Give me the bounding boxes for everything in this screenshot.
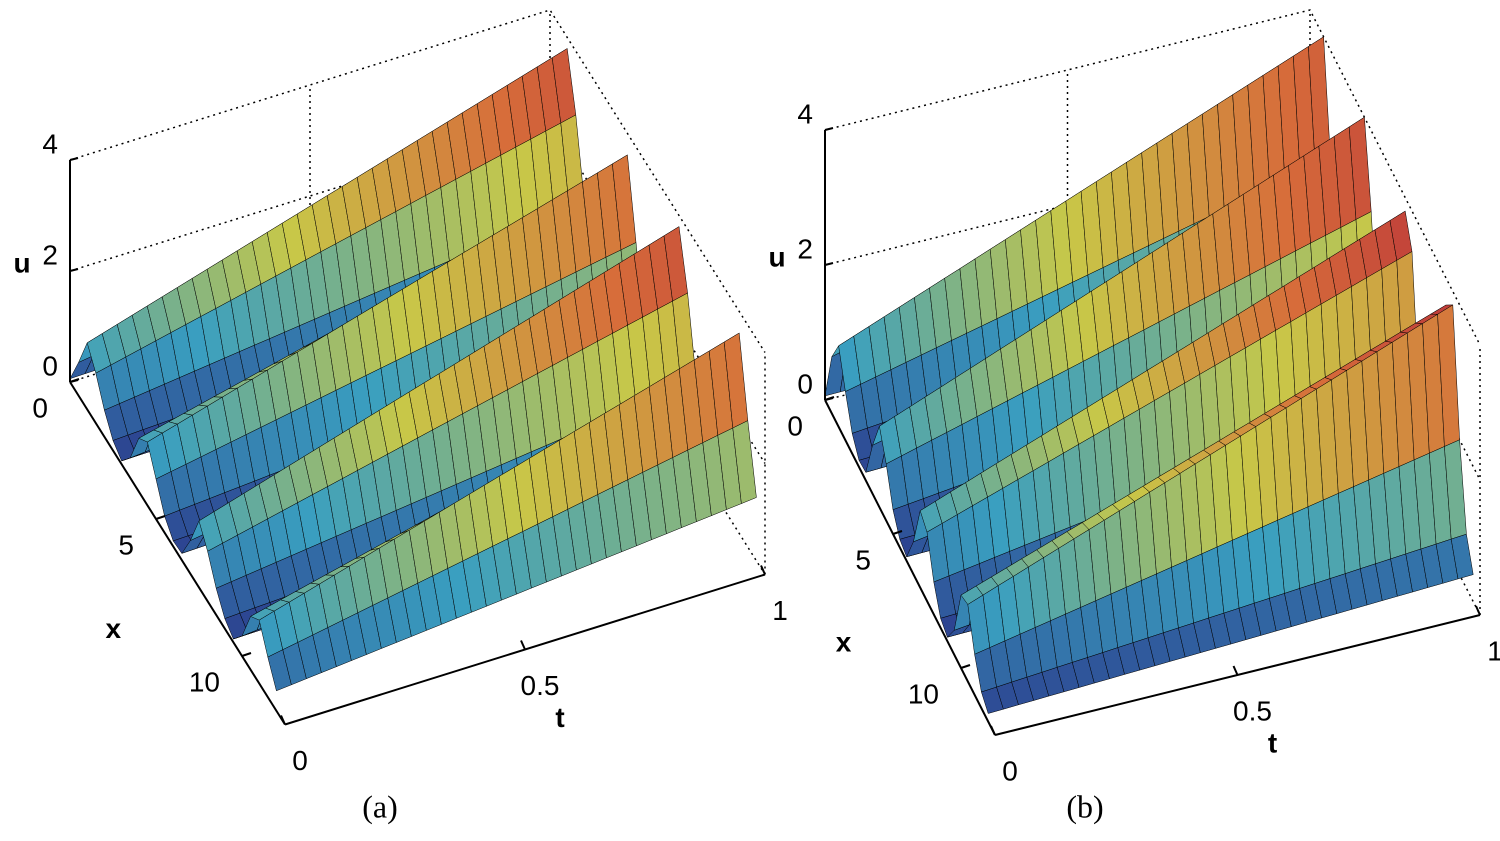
t-tick xyxy=(520,640,526,650)
grid-line xyxy=(824,9,1481,346)
x-tick-label: 0 xyxy=(32,392,48,423)
t-tick-label: 1 xyxy=(772,595,788,626)
x-axis xyxy=(824,399,996,736)
x-axis-label: x xyxy=(105,613,121,644)
x-tick xyxy=(69,378,80,383)
t-tick-label: 0.5 xyxy=(521,670,560,701)
surface-cell xyxy=(1450,533,1474,580)
t-tick xyxy=(990,725,996,736)
panel-caption: (b) xyxy=(1066,788,1103,824)
x-tick xyxy=(960,664,971,669)
surface-cell xyxy=(732,420,757,504)
z-tick xyxy=(824,127,834,131)
x-tick-label: 5 xyxy=(855,544,871,575)
x-axis xyxy=(69,381,286,726)
z-tick-label: 0 xyxy=(797,368,813,399)
t-tick-label: 0.5 xyxy=(1233,695,1272,726)
z-tick xyxy=(69,157,79,161)
z-axis-label: u xyxy=(768,241,785,272)
z-tick-label: 4 xyxy=(42,128,58,159)
x-tick-label: 0 xyxy=(787,410,803,441)
x-axis-label: x xyxy=(836,627,852,658)
x-tick xyxy=(892,530,903,535)
z-tick-label: 2 xyxy=(42,239,58,270)
z-tick-label: 2 xyxy=(797,233,813,264)
t-tick-label: 0 xyxy=(292,745,308,776)
z-tick-label: 0 xyxy=(42,350,58,381)
t-tick xyxy=(760,565,766,575)
x-tick xyxy=(155,515,166,520)
x-tick-label: 10 xyxy=(908,678,939,709)
x-tick xyxy=(824,396,835,401)
x-tick xyxy=(241,652,252,657)
x-tick-label: 10 xyxy=(189,666,220,697)
t-axis-label: t xyxy=(1268,727,1277,758)
z-axis-label: u xyxy=(13,247,30,278)
z-tick xyxy=(824,262,834,266)
t-tick xyxy=(280,715,286,725)
t-tick xyxy=(1232,665,1239,676)
t-tick-label: 1 xyxy=(1487,635,1500,666)
t-tick xyxy=(1475,605,1481,616)
z-tick-label: 4 xyxy=(797,98,813,129)
t-tick-label: 0 xyxy=(1002,755,1018,786)
panel-caption: (a) xyxy=(362,788,398,824)
t-axis-label: t xyxy=(555,702,564,733)
z-tick xyxy=(69,268,79,272)
x-tick-label: 5 xyxy=(118,529,134,560)
